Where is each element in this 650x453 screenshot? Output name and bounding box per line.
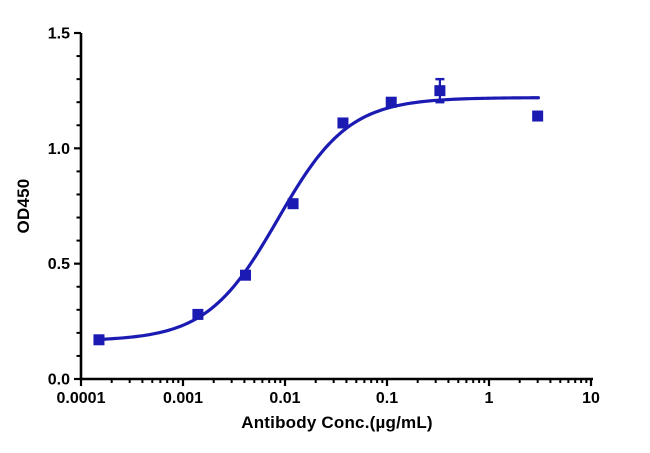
y-axis-tick-label: 0.0	[48, 372, 70, 389]
y-axis-tick-label: 1.5	[48, 26, 70, 43]
data-point-marker	[532, 110, 544, 122]
x-axis-tick-label: 0.0001	[57, 390, 106, 407]
data-point-marker	[192, 308, 204, 320]
x-axis-title: Antibody Conc.(µg/mL)	[241, 413, 433, 432]
x-axis-tick-label: 0.001	[163, 390, 203, 407]
y-axis-tick-label: 1.0	[48, 141, 70, 158]
x-axis-tick-label: 0.1	[376, 390, 398, 407]
data-point-marker	[287, 198, 299, 210]
data-point-marker	[337, 117, 349, 129]
data-point-marker	[385, 96, 397, 108]
data-point-marker	[434, 85, 446, 97]
x-axis-tick-label: 10	[582, 390, 600, 407]
data-point-marker	[93, 334, 105, 346]
y-axis-title: OD450	[14, 178, 33, 234]
y-axis-tick-label: 0.5	[48, 256, 70, 273]
fit-curve	[97, 96, 540, 341]
x-axis-tick-label: 0.01	[269, 390, 300, 407]
data-point-marker	[240, 269, 252, 281]
x-axis-tick-label: 1	[485, 390, 494, 407]
